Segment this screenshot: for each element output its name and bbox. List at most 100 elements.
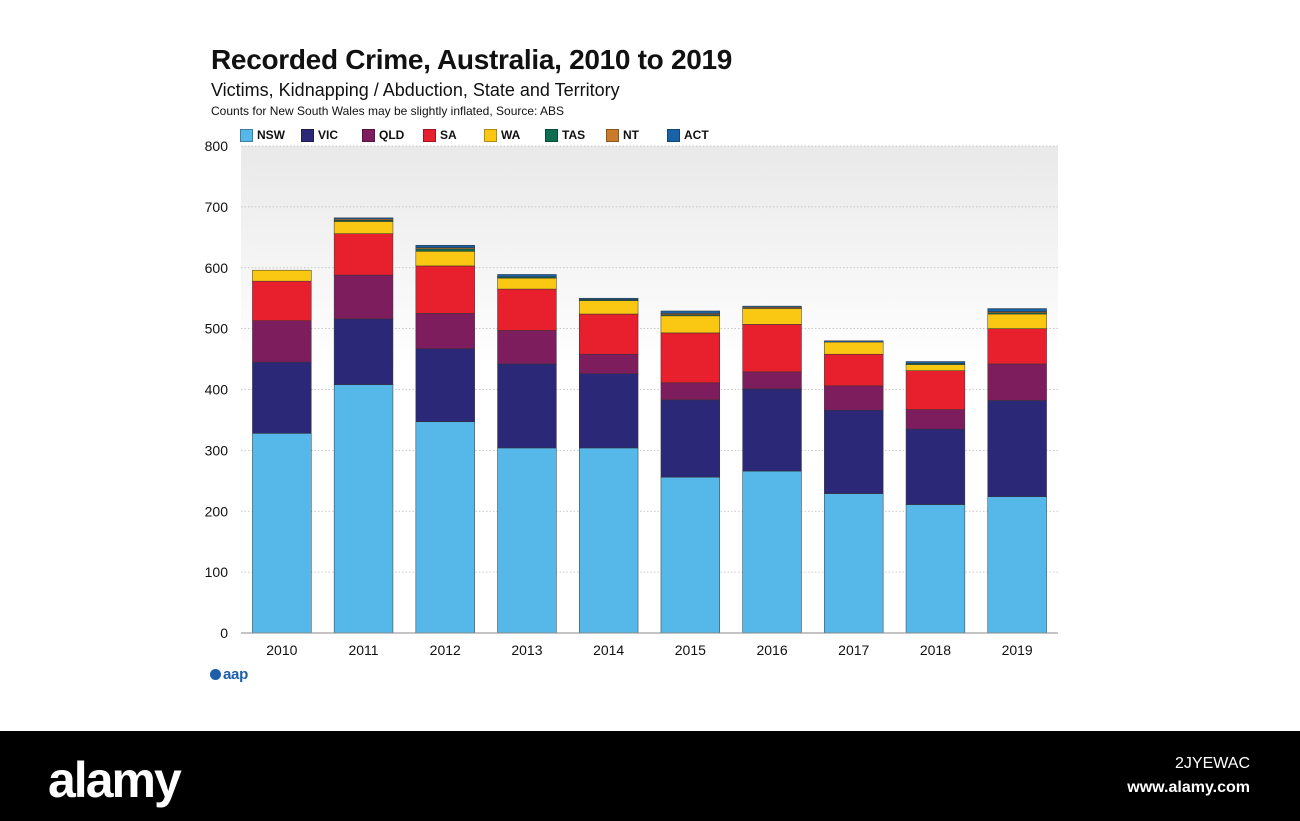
legend-swatch bbox=[484, 128, 497, 142]
chart-note: Counts for New South Wales may be slight… bbox=[211, 104, 565, 118]
x-tick-label: 2016 bbox=[756, 642, 787, 658]
legend-item-qld: QLD bbox=[362, 128, 404, 142]
legend-item-nsw: NSW bbox=[240, 128, 285, 142]
bar-qld-2019 bbox=[987, 363, 1047, 401]
bar-nsw-2013 bbox=[497, 447, 557, 634]
bar-wa-2015 bbox=[660, 315, 721, 334]
legend-label: QLD bbox=[379, 128, 405, 142]
y-tick-label: 500 bbox=[205, 321, 229, 337]
bar-vic-2018 bbox=[905, 428, 966, 505]
legend-swatch bbox=[423, 128, 436, 142]
alamy-logo: alamy bbox=[48, 752, 182, 808]
legend-swatch bbox=[606, 128, 619, 142]
bar-act-2015 bbox=[660, 310, 721, 314]
legend-label: VIC bbox=[318, 128, 339, 142]
stacked-bar-chart: 0 100 200 300 400 500 600 700 800 2010 2011 2012 20… bbox=[205, 138, 1058, 658]
site-url: www.alamy.com bbox=[1127, 779, 1250, 796]
x-tick-label: 2014 bbox=[593, 642, 624, 658]
x-tick-label: 2017 bbox=[838, 642, 869, 658]
aap-logo-icon bbox=[210, 669, 221, 680]
bar-tas-2012 bbox=[415, 248, 475, 252]
bar-wa-2018 bbox=[905, 364, 966, 371]
legend-label: NSW bbox=[257, 128, 285, 142]
legend-label: SA bbox=[440, 128, 457, 142]
bar-wa-2017 bbox=[824, 341, 884, 355]
bar-sa-2014 bbox=[578, 313, 639, 355]
bar-wa-2019 bbox=[987, 313, 1047, 329]
bar-vic-2014 bbox=[578, 373, 639, 449]
bar-act-2012 bbox=[415, 244, 475, 248]
bar-nsw-2017 bbox=[824, 493, 884, 634]
bar-nsw-2019 bbox=[987, 496, 1047, 634]
bar-sa-2018 bbox=[905, 370, 966, 410]
bar-qld-2015 bbox=[660, 382, 721, 401]
bar-vic-2015 bbox=[660, 399, 721, 478]
legend-swatch bbox=[301, 128, 314, 142]
bar-sa-2016 bbox=[742, 324, 802, 373]
bar-nsw-2011 bbox=[333, 384, 394, 634]
bar-act-2011 bbox=[333, 217, 394, 220]
bar-act-2017 bbox=[824, 340, 884, 343]
bar-wa-2013 bbox=[497, 277, 557, 290]
bar-nsw-2014 bbox=[578, 447, 639, 634]
legend-label: ACT bbox=[684, 128, 709, 142]
bar-sa-2015 bbox=[660, 332, 721, 384]
bar-vic-2011 bbox=[333, 318, 394, 385]
y-tick-label: 600 bbox=[205, 260, 229, 276]
bar-wa-2016 bbox=[742, 308, 802, 325]
bar-vic-2016 bbox=[742, 388, 802, 472]
bar-act-2014 bbox=[578, 297, 639, 300]
watermark-footer: alamy 2JYEWAC www.alamy.com bbox=[0, 731, 1300, 821]
bar-qld-2013 bbox=[497, 330, 557, 365]
bar-qld-2014 bbox=[578, 353, 639, 374]
bar-vic-2013 bbox=[497, 363, 557, 449]
bar-nsw-2018 bbox=[905, 504, 966, 634]
legend-item-tas: TAS bbox=[545, 128, 585, 142]
bar-qld-2012 bbox=[415, 313, 475, 349]
bar-act-2013 bbox=[497, 274, 557, 278]
y-tick-label: 800 bbox=[205, 138, 229, 154]
y-tick-label: 400 bbox=[205, 382, 229, 398]
aap-logo: aap bbox=[210, 666, 248, 683]
legend-item-sa: SA bbox=[423, 128, 457, 142]
bar-nsw-2010 bbox=[252, 433, 312, 634]
aap-logo-text: aap bbox=[223, 666, 248, 683]
y-tick-label: 100 bbox=[205, 564, 229, 580]
bar-sa-2011 bbox=[333, 233, 394, 276]
legend-item-vic: VIC bbox=[301, 128, 338, 142]
legend-swatch bbox=[362, 128, 375, 142]
bar-sa-2012 bbox=[415, 265, 475, 314]
bar-qld-2017 bbox=[824, 385, 884, 411]
bar-sa-2019 bbox=[987, 328, 1047, 365]
bar-nsw-2012 bbox=[415, 421, 475, 634]
bar-sa-2010 bbox=[252, 280, 312, 321]
bar-qld-2016 bbox=[742, 371, 802, 390]
legend-label: NT bbox=[623, 128, 639, 142]
bar-vic-2017 bbox=[824, 409, 884, 494]
legend-swatch bbox=[240, 128, 253, 142]
bar-vic-2019 bbox=[987, 400, 1047, 497]
x-tick-label: 2010 bbox=[266, 642, 297, 658]
legend-item-nt: NT bbox=[606, 128, 639, 142]
x-tick-label: 2019 bbox=[1002, 642, 1033, 658]
bar-qld-2011 bbox=[333, 274, 394, 320]
bar-qld-2010 bbox=[252, 320, 312, 363]
y-tick-label: 700 bbox=[205, 199, 229, 215]
y-tick-label: 300 bbox=[205, 442, 229, 458]
bar-vic-2012 bbox=[415, 348, 475, 423]
legend-item-act: ACT bbox=[667, 128, 709, 142]
bar-vic-2010 bbox=[252, 361, 312, 434]
bar-act-2018 bbox=[905, 361, 966, 364]
x-tick-label: 2018 bbox=[920, 642, 951, 658]
y-tick-label: 0 bbox=[220, 625, 228, 641]
bar-wa-2012 bbox=[415, 251, 475, 267]
x-tick-label: 2011 bbox=[348, 642, 378, 658]
chart-title: Recorded Crime, Australia, 2010 to 2019 bbox=[211, 44, 733, 75]
bar-wa-2011 bbox=[333, 221, 394, 234]
legend-label: WA bbox=[501, 128, 521, 142]
x-tick-label: 2015 bbox=[675, 642, 706, 658]
x-tick-label: 2013 bbox=[511, 642, 542, 658]
bar-nsw-2016 bbox=[742, 470, 802, 634]
bar-qld-2018 bbox=[905, 409, 966, 430]
bar-sa-2013 bbox=[497, 288, 557, 331]
